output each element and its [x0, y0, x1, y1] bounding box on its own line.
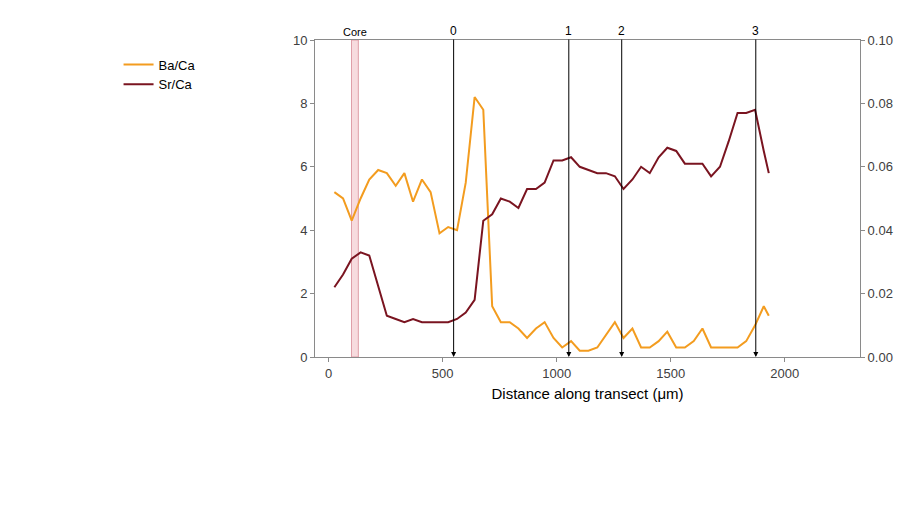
svg-text:0.04: 0.04 — [868, 223, 893, 238]
svg-text:0: 0 — [300, 350, 307, 365]
svg-text:0.06: 0.06 — [868, 159, 893, 174]
svg-text:0.00: 0.00 — [868, 350, 893, 365]
svg-text:2000: 2000 — [770, 366, 799, 381]
svg-text:0.08: 0.08 — [868, 96, 893, 111]
svg-text:Distance along transect (μm): Distance along transect (μm) — [491, 385, 683, 402]
svg-text:8: 8 — [300, 96, 307, 111]
svg-text:10: 10 — [293, 33, 307, 48]
svg-text:0.02: 0.02 — [868, 286, 893, 301]
svg-text:6: 6 — [300, 159, 307, 174]
svg-text:1500: 1500 — [656, 366, 685, 381]
svg-text:500: 500 — [432, 366, 454, 381]
svg-text:1: 1 — [565, 24, 572, 38]
svg-text:0: 0 — [450, 24, 457, 38]
svg-text:0: 0 — [325, 366, 332, 381]
svg-text:Core: Core — [343, 26, 367, 38]
svg-text:Ba/Ca: Ba/Ca — [159, 58, 196, 73]
svg-text:4: 4 — [300, 223, 307, 238]
svg-text:Sr/Ca: Sr/Ca — [159, 77, 193, 92]
svg-text:1000: 1000 — [542, 366, 571, 381]
svg-text:0.10: 0.10 — [868, 33, 893, 48]
svg-text:3: 3 — [752, 24, 759, 38]
svg-text:2: 2 — [300, 286, 307, 301]
svg-text:2: 2 — [618, 24, 625, 38]
